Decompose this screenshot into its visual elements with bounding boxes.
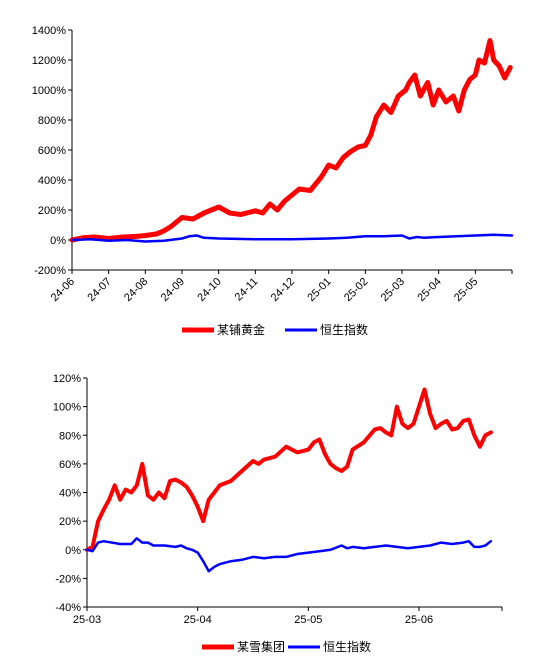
y-tick-label: 400% xyxy=(38,175,66,187)
legend: 某铺黄金 恒生指数 xyxy=(182,322,368,337)
y-tick-label: 0% xyxy=(50,235,66,247)
y-tick-label: 1000% xyxy=(32,85,66,97)
y-tick-label: 0% xyxy=(65,545,81,557)
y-tick-label: 1200% xyxy=(32,55,66,67)
x-tick-label: 24-12 xyxy=(269,276,297,304)
x-tick-label: 25-03 xyxy=(73,614,101,626)
x-tick-label: 25-02 xyxy=(342,276,370,304)
x-tick-label: 24-06 xyxy=(49,276,77,304)
y-tick-label: 200% xyxy=(38,205,66,217)
y-tick-label: -200% xyxy=(34,265,66,277)
y-tick-label: 80% xyxy=(59,430,81,442)
legend-label: 某雪集团 xyxy=(237,639,285,654)
series-line-hsi xyxy=(85,537,493,573)
chart-1: -200% 0% 200% 400% 600% 800% 1000% 1200% 1400% 24… xyxy=(32,25,514,337)
x-tick-label: 25-04 xyxy=(415,276,443,304)
series-line-hsi xyxy=(70,233,514,243)
series-line-primary xyxy=(69,38,513,243)
x-tick-label: 24-09 xyxy=(159,276,187,304)
x-tick-label: 25-06 xyxy=(405,614,433,626)
x-tick-label: 24-11 xyxy=(233,276,261,304)
legend-label: 恒生指数 xyxy=(320,322,368,337)
y-tick-label: 60% xyxy=(59,459,81,471)
y-tick-label: 1400% xyxy=(32,25,66,37)
y-tick-label: -20% xyxy=(55,573,81,585)
y-tick-label: 40% xyxy=(59,488,81,500)
y-tick-label: 600% xyxy=(38,145,66,157)
x-tick-label: 24-07 xyxy=(85,276,113,304)
y-tick-label: 120% xyxy=(53,373,81,385)
series-line-primary xyxy=(85,387,493,552)
chart-2: -40% -20% 0% 20% 40% 60% 80% 100% 120% 25-03 25-04… xyxy=(53,373,503,654)
legend-label: 恒生指数 xyxy=(323,639,371,654)
x-tick-label: 25-03 xyxy=(379,276,407,304)
x-tick-label: 24-10 xyxy=(195,276,223,304)
y-tick-label: 20% xyxy=(59,516,81,528)
x-tick-label: 25-01 xyxy=(305,276,333,304)
legend-label: 某铺黄金 xyxy=(217,322,265,337)
y-tick-label: -40% xyxy=(55,602,81,614)
x-tick-label: 25-05 xyxy=(294,614,322,626)
x-tick-label: 25-04 xyxy=(184,614,212,626)
y-tick-label: 800% xyxy=(38,115,66,127)
x-tick-label: 25-05 xyxy=(452,276,480,304)
x-tick-label: 24-08 xyxy=(122,276,150,304)
legend: 某雪集团 恒生指数 xyxy=(202,639,371,654)
y-tick-label: 100% xyxy=(53,402,81,414)
